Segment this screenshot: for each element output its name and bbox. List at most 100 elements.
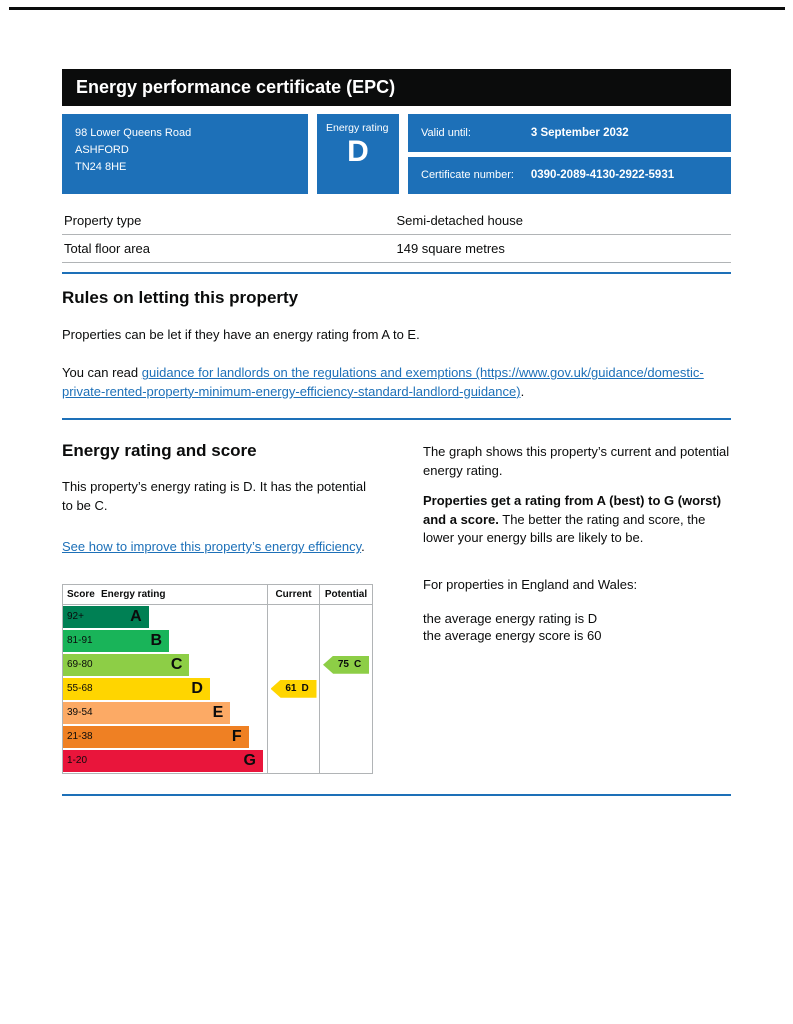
current-cell: 61D <box>267 604 319 629</box>
band-e: 39-54 E <box>63 701 231 724</box>
band-letter: A <box>130 607 142 625</box>
band-letter: D <box>191 679 203 697</box>
floor-area-label: Total floor area <box>64 241 150 256</box>
band-d: 55-68 D <box>63 677 210 700</box>
average-score-line: the average energy score is 60 <box>423 627 602 643</box>
rating-explain-bold: Properties get a rating from A (best) to… <box>423 493 722 527</box>
guidance-suffix: . <box>520 383 525 399</box>
certificate-number-value: 0390-2089-4130-2922-5931 <box>530 169 675 182</box>
band-b: 81-91 B <box>63 629 170 652</box>
property-summary-table: Property type Semi-detached house Total … <box>62 207 731 263</box>
certificate-header: 98 Lower Queens Road ASHFORD TN24 8HE En… <box>62 114 731 194</box>
guidance-paragraph: You can read guidance for landlords on t… <box>62 364 731 401</box>
current-cell: 61D <box>267 748 319 773</box>
rating-explain-paragraph: Properties get a rating from A (best) to… <box>423 492 731 547</box>
graph-intro-paragraph: The graph shows this property’s current … <box>423 444 730 478</box>
certificate-number-label: Certificate number: <box>421 169 514 182</box>
band-score: 69-80 <box>67 659 93 671</box>
band-score: 55-68 <box>67 683 93 695</box>
band-area: 69-80 C <box>63 653 267 677</box>
band-area: 55-68 D <box>63 677 267 701</box>
address-line-2: ASHFORD <box>75 144 129 157</box>
band-score: 81-91 <box>67 635 93 647</box>
epc-band-row: 81-91 B 61D 75C <box>63 628 372 653</box>
epc-band-row: 55-68 D 61 D 75C <box>63 676 372 701</box>
band-letter: F <box>231 727 242 745</box>
potential-score: 75 <box>337 659 349 671</box>
band-a: 92+ A <box>63 605 149 628</box>
improve-efficiency-link[interactable]: See how to improve this property’s energ… <box>62 539 362 555</box>
section-divider <box>62 272 731 274</box>
address-line-3: TN24 8HE <box>75 161 127 174</box>
epc-band-row: 1-20 G 61D 75C <box>63 748 372 773</box>
rating-left-column: Energy rating and score This property’s … <box>62 441 374 774</box>
band-area: 92+ A <box>63 605 267 629</box>
energy-rating-label: Energy rating <box>326 122 389 134</box>
epc-band-row: 69-80 C 61D 75 C <box>63 652 372 677</box>
current-cell: 61D <box>267 628 319 653</box>
property-type-value: Semi-detached house <box>396 213 523 228</box>
band-area: 1-20 G <box>63 749 267 773</box>
current-cell: 61D <box>267 700 319 725</box>
energy-rating-value: D <box>347 135 369 168</box>
band-score: 92+ <box>67 611 84 623</box>
band-area: 21-38 F <box>63 725 267 749</box>
band-score: 1-20 <box>67 755 88 767</box>
band-letter: E <box>212 703 224 721</box>
epc-band-row: 92+ A 61D 75C <box>63 604 372 629</box>
page-title: Energy performance certificate (EPC) <box>62 69 731 106</box>
band-score: 39-54 <box>67 707 93 719</box>
current-letter: D <box>301 683 309 695</box>
band-area: 81-91 B <box>63 629 267 653</box>
band-c: 69-80 C <box>63 653 190 676</box>
band-letter: B <box>150 631 163 649</box>
valid-until-box: Valid until: 3 September 2032 <box>408 114 731 152</box>
current-rating-marker: 61 D <box>270 679 317 698</box>
top-border <box>9 7 785 10</box>
band-letter: C <box>170 655 183 673</box>
current-score: 61 <box>285 683 297 695</box>
potential-cell: 75C <box>319 700 372 725</box>
band-letter: G <box>243 751 256 769</box>
guidance-prefix: You can read <box>62 365 142 381</box>
england-wales-intro: For properties in England and Wales: <box>423 576 638 592</box>
rating-section: Energy rating and score This property’s … <box>62 441 731 774</box>
potential-cell: 75C <box>319 604 372 629</box>
current-cell: 61D <box>267 652 319 677</box>
property-address: 98 Lower Queens Road ASHFORD TN24 8HE <box>62 114 308 194</box>
potential-cell: 75 C <box>319 652 372 677</box>
band-area: 39-54 E <box>63 701 267 725</box>
landlord-guidance-link[interactable]: guidance for landlords on the regulation… <box>62 365 704 399</box>
validity-stack: Valid until: 3 September 2032 Certificat… <box>408 114 731 194</box>
rules-paragraph: Properties can be let if they have an en… <box>62 327 420 342</box>
potential-rating-marker: 75 C <box>323 655 369 674</box>
floor-area-value: 149 square metres <box>396 241 505 256</box>
potential-cell: 75C <box>319 628 372 653</box>
improve-suffix: . <box>361 539 365 555</box>
band-f: 21-38 F <box>63 725 249 748</box>
column-header-score: Score <box>67 588 95 600</box>
energy-rating-box: Energy rating D <box>317 114 399 194</box>
average-rating-line: the average energy rating is D <box>423 611 598 627</box>
current-cell: 61D <box>267 724 319 749</box>
rating-explain-rest: The better the rating and score, the low… <box>423 511 706 546</box>
band-g: 1-20 G <box>63 749 263 772</box>
table-row: Property type Semi-detached house <box>62 207 731 235</box>
column-header-potential: Potential <box>319 584 372 604</box>
section-divider <box>62 793 731 796</box>
potential-cell: 75C <box>319 724 372 749</box>
valid-until-value: 3 September 2032 <box>530 126 629 139</box>
epc-band-row: 39-54 E 61D 75C <box>63 700 372 725</box>
potential-cell: 75C <box>319 676 372 701</box>
band-score: 21-38 <box>67 731 93 743</box>
epc-chart: Score Energy rating Current Potential 92… <box>62 583 373 774</box>
table-row: Total floor area 149 square metres <box>62 235 731 263</box>
epc-chart-header: Score Energy rating Current Potential <box>63 584 372 605</box>
potential-cell: 75C <box>319 748 372 773</box>
rules-section-heading: Rules on letting this property <box>62 288 299 307</box>
potential-letter: C <box>353 659 362 671</box>
address-line-1: 98 Lower Queens Road <box>75 127 192 139</box>
rating-summary-paragraph: This property’s energy rating is D. It h… <box>62 479 366 513</box>
certificate-number-box: Certificate number: 0390-2089-4130-2922-… <box>408 156 731 194</box>
